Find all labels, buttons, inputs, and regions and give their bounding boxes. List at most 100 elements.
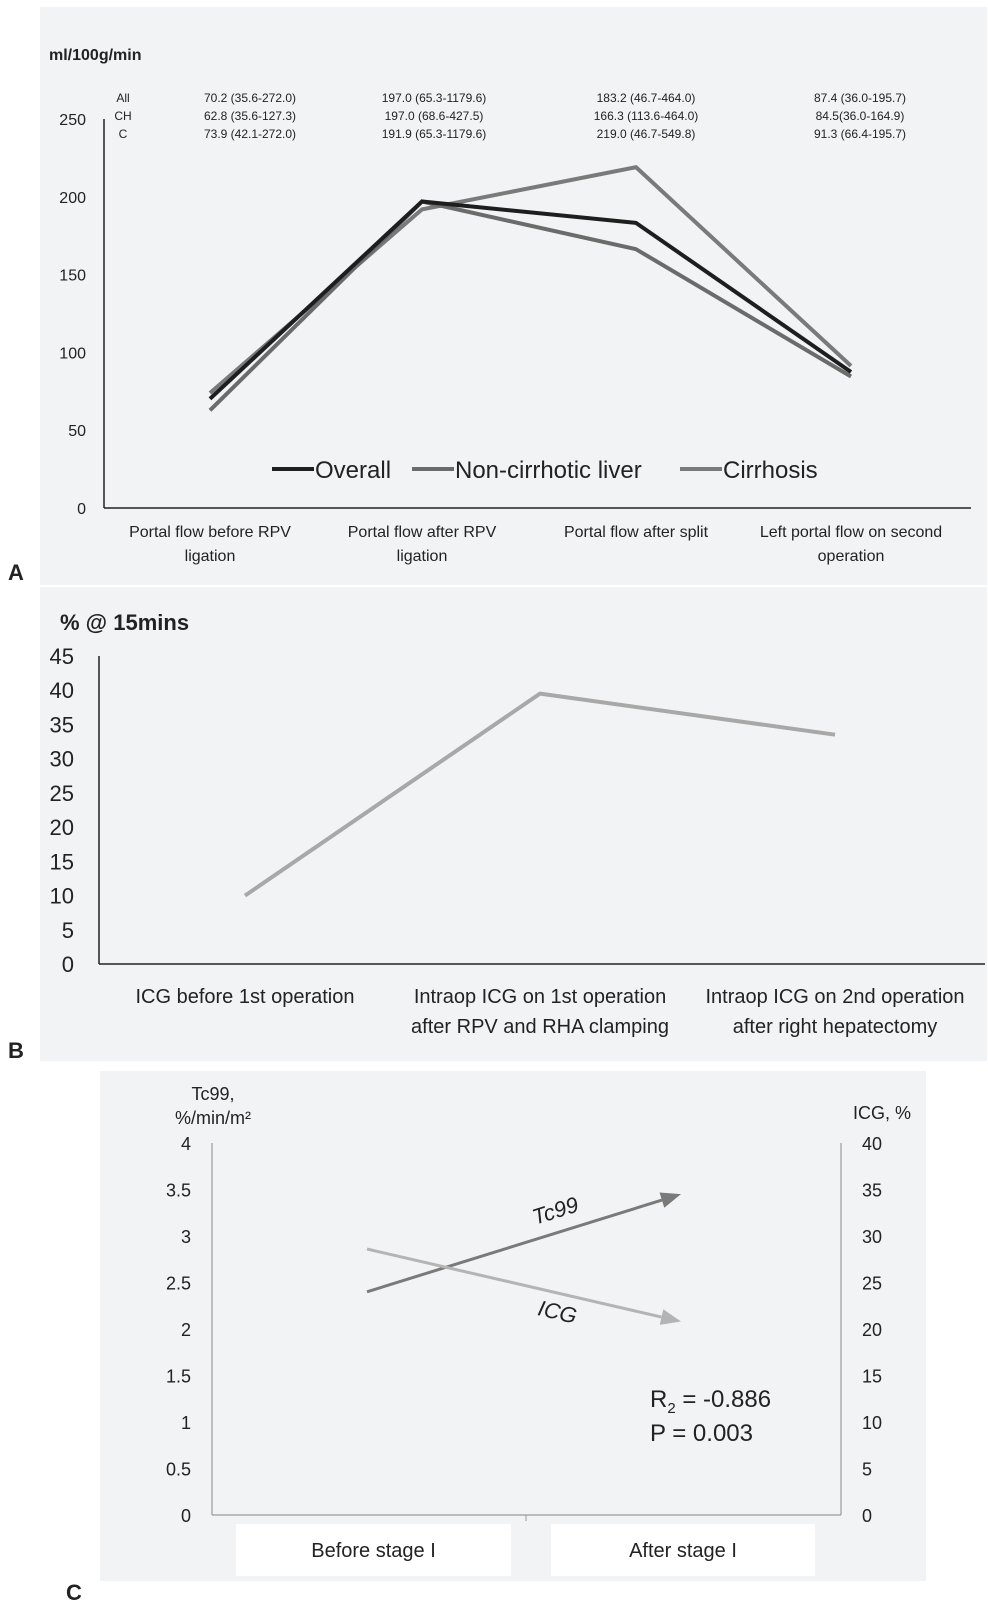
panel-c-series-arrowhead (659, 1309, 681, 1325)
panel-a-ytick-label: 50 (68, 423, 86, 440)
panel-b: % @ 15mins 0 5 10 15 20 25 30 35 40 45 ICG before… (8, 587, 987, 1063)
panel-a: ml/100g/min 0 50 100 150 200 250 All 70.2 (35.… (8, 7, 987, 585)
panel-c-r-letter: R (650, 1386, 667, 1413)
panel-a-ytick-label: 150 (59, 268, 86, 285)
panel-c-background (100, 1071, 926, 1581)
panel-a-x-label: Portal flow after RPV (348, 524, 497, 541)
panel-a-ytick-label: 200 (59, 190, 86, 207)
panel-c-left-tick-label: 3 (181, 1227, 191, 1247)
panel-b-series-line (243, 691, 836, 898)
panel-c-left-tick-label: 2.5 (166, 1274, 191, 1294)
panel-c-label: C (66, 1580, 82, 1605)
panel-c: Tc99, %/min/m² ICG, % 00.511.522.533.540… (66, 1071, 926, 1605)
panel-c-x-labels: Before stage I After stage I (236, 1524, 815, 1576)
panel-b-ytick-label: 5 (62, 918, 74, 943)
panel-c-x-label-box (551, 1524, 815, 1576)
panel-b-series (243, 691, 836, 898)
panel-c-ylabel-left-line2: %/min/m² (175, 1108, 251, 1128)
panel-b-ytick-label: 0 (62, 952, 74, 977)
panel-a-x-label: Left portal flow on second (760, 524, 942, 541)
panel-a-legend-entry: Non-cirrhotic liver (455, 457, 642, 484)
panel-c-left-tick-label: 1 (181, 1413, 191, 1433)
panel-a-table-cell: 191.9 (65.3-1179.6) (382, 127, 487, 141)
panel-a-table-cell: 197.0 (65.3-1179.6) (382, 91, 487, 105)
panel-a-table-row-label: C (119, 127, 128, 141)
panel-c-series-line (366, 1198, 663, 1294)
panel-a-series (208, 165, 853, 412)
panel-a-ylabel: ml/100g/min (49, 47, 141, 64)
panel-a-table-cell: 70.2 (35.6-272.0) (204, 91, 296, 105)
panel-a-table-cell: 91.3 (66.4-195.7) (814, 127, 906, 141)
panel-c-r-subscript: 2 (667, 1400, 675, 1417)
panel-c-r-value: = -0.886 (676, 1386, 771, 1413)
panel-b-ytick-label: 40 (50, 678, 74, 703)
panel-c-ylabel-left-line1: Tc99, (191, 1084, 234, 1104)
panel-c-left-tick-label: 0.5 (166, 1460, 191, 1480)
panel-a-table-row-label: CH (114, 109, 131, 123)
panel-c-right-tick-label: 30 (862, 1227, 882, 1247)
panel-b-x-labels: ICG before 1st operation Intraop ICG on 1… (135, 986, 964, 1038)
panel-a-legend-entry: Cirrhosis (723, 457, 818, 484)
panel-a-table-row-label: All (116, 91, 129, 105)
panel-b-x-label: ICG before 1st operation (135, 986, 354, 1008)
panel-c-r-annotation: R2 = -0.886 (650, 1386, 771, 1417)
panel-b-ytick-label: 35 (50, 712, 74, 737)
panel-c-series-arrowhead (659, 1192, 681, 1208)
panel-c-x-label: After stage I (629, 1540, 737, 1562)
panel-a-y-ticks: 0 50 100 150 200 250 (59, 112, 86, 518)
panel-a-x-label: operation (818, 548, 885, 565)
panel-b-ytick-label: 25 (50, 781, 74, 806)
panel-c-right-tick-label: 20 (862, 1320, 882, 1340)
panel-b-y-ticks: 0 5 10 15 20 25 30 35 40 45 (50, 644, 74, 977)
panel-a-table-cell: 197.0 (68.6-427.5) (385, 109, 484, 123)
panel-b-ytick-label: 45 (50, 644, 74, 669)
panel-a-label: A (8, 560, 24, 585)
panel-a-x-label: ligation (397, 548, 448, 565)
panel-a-background (40, 7, 987, 585)
panel-a-x-labels: Portal flow before RPV ligation Portal flo… (129, 524, 942, 565)
panel-a-table-cell: 166.3 (113.6-464.0) (594, 109, 699, 123)
panel-c-left-tick-label: 3.5 (166, 1181, 191, 1201)
panel-b-ytick-label: 15 (50, 849, 74, 874)
panel-a-table-cell: 62.8 (35.6-127.3) (204, 109, 296, 123)
panel-c-left-tick-label: 0 (181, 1506, 191, 1526)
panel-b-ylabel: % @ 15mins (60, 610, 189, 635)
panel-c-right-tick-label: 15 (862, 1367, 882, 1387)
panel-a-series-line (208, 199, 853, 412)
panel-b-x-label: Intraop ICG on 1st operation (414, 986, 666, 1008)
panel-b-background (40, 587, 987, 1061)
panel-c-left-tick-label: 2 (181, 1320, 191, 1340)
panel-b-ytick-label: 20 (50, 815, 74, 840)
panel-c-right-tick-label: 0 (862, 1506, 872, 1526)
panel-b-x-label: after right hepatectomy (733, 1016, 938, 1038)
panel-b-label: B (8, 1038, 24, 1063)
panel-c-right-tick-label: 35 (862, 1181, 882, 1201)
panel-c-right-tick-label: 40 (862, 1134, 882, 1154)
panel-a-ytick-label: 250 (59, 112, 86, 129)
panel-c-right-tick-label: 10 (862, 1413, 882, 1433)
panel-c-left-tick-label: 4 (181, 1134, 191, 1154)
panel-c-right-tick-label: 5 (862, 1460, 872, 1480)
panel-b-x-label: Intraop ICG on 2nd operation (705, 986, 964, 1008)
panel-a-table-cell: 183.2 (46.7-464.0) (597, 91, 696, 105)
panel-c-left-tick-label: 1.5 (166, 1367, 191, 1387)
panel-a-ytick-label: 100 (59, 345, 86, 362)
panel-a-table-cell: 73.9 (42.1-272.0) (204, 127, 296, 141)
panel-b-ytick-label: 10 (50, 884, 74, 909)
panel-b-ytick-label: 30 (50, 747, 74, 772)
panel-a-table-cell: 219.0 (46.7-549.8) (597, 127, 696, 141)
panel-c-series-line (366, 1247, 662, 1319)
panel-c-x-label: Before stage I (311, 1540, 436, 1562)
panel-c-ylabel-right: ICG, % (853, 1103, 911, 1123)
panel-a-ytick-label: 0 (77, 501, 86, 518)
panel-a-legend: Overall Non-cirrhotic liver Cirrhosis (272, 457, 818, 484)
panel-c-right-tick-label: 25 (862, 1274, 882, 1294)
panel-c-p-annotation: P = 0.003 (650, 1420, 753, 1447)
panel-a-table-cell: 87.4 (36.0-195.7) (814, 91, 906, 105)
panel-a-legend-entry: Overall (315, 457, 391, 484)
panel-a-series-line (208, 199, 853, 401)
panel-a-x-label: Portal flow after split (564, 524, 709, 541)
panel-a-x-label: Portal flow before RPV (129, 524, 291, 541)
